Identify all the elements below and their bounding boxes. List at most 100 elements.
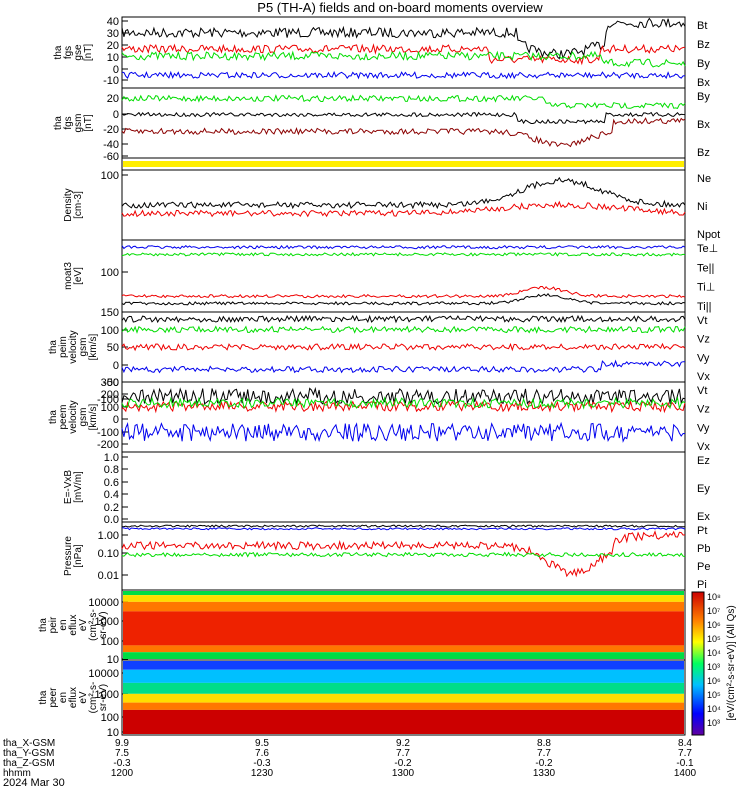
y-axis-label-line: [nT] bbox=[83, 44, 94, 61]
y-tick-label: -20 bbox=[103, 124, 119, 136]
y-axis-label-line: tha bbox=[53, 116, 64, 130]
y-tick-label: 20 bbox=[107, 93, 119, 105]
panel-peer-spectrogram: 10000 1000 100 10 tha peer en eflux eV (cm²-s-sr-… bbox=[38, 659, 686, 739]
trace-black bbox=[121, 17, 686, 60]
legend-Vx: Vx bbox=[697, 441, 710, 453]
x-row-value: 1400 bbox=[674, 768, 697, 779]
legend-Te||: Te|| bbox=[697, 262, 714, 274]
legend-Ti||: Ti|| bbox=[697, 301, 711, 313]
y-axis-label-line: moat3 bbox=[63, 262, 74, 290]
y-tick-label: 200 bbox=[101, 389, 119, 401]
x-row-value: -0.2 bbox=[394, 758, 412, 769]
y-tick-label: 100 bbox=[101, 712, 119, 724]
date-label: 2024 Mar 30 bbox=[3, 777, 65, 789]
y-axis-label-line: [cm-3] bbox=[73, 191, 84, 219]
y-axis-label-line: tha bbox=[38, 690, 49, 704]
trace-blue bbox=[121, 244, 686, 250]
y-axis-label: tha peim velocity gsm [km/s] bbox=[48, 330, 99, 363]
y-tick-label: 100 bbox=[101, 170, 119, 182]
x-row-value: -0.3 bbox=[253, 758, 271, 769]
y-axis-label: tha fgs gse [nT] bbox=[53, 44, 94, 61]
y-tick-label: 10 bbox=[107, 52, 119, 64]
y-axis-label-line: en bbox=[58, 692, 69, 703]
trace-red bbox=[121, 530, 686, 578]
trace-green bbox=[121, 396, 686, 410]
y-axis-label-line: gsm bbox=[78, 408, 89, 427]
y-axis-label-line: tha bbox=[38, 618, 49, 632]
legend-Vz: Vz bbox=[697, 334, 710, 346]
y-tick-label: 10000 bbox=[88, 668, 119, 680]
legend-Bx: Bx bbox=[697, 119, 710, 131]
y-axis-label-line: [mV/m] bbox=[73, 471, 84, 503]
y-axis-label: tha fgs gsm [nT] bbox=[53, 114, 94, 133]
y-axis-label-line: peim bbox=[58, 336, 69, 358]
spectrogram-band bbox=[123, 591, 684, 596]
legend-Bz: Bz bbox=[697, 39, 710, 51]
colorbar-label: [eV/(cm²-s-sr-eV)] (All Qs) bbox=[726, 605, 737, 721]
colorbar-tick-label: 10⁸ bbox=[707, 592, 721, 602]
panel-temperature: 100 moat3 [eV] Te⊥ Te|| Ti⊥ Ti|| bbox=[63, 239, 718, 313]
y-axis-label-line: (cm²-s- bbox=[88, 682, 99, 714]
y-axis-label-line: tha bbox=[48, 410, 59, 424]
x-row-value: 9.5 bbox=[255, 738, 269, 749]
y-axis-label-line: velocity bbox=[68, 400, 79, 433]
y-axis-label-line: sr-eV) bbox=[98, 684, 109, 711]
y-axis-label-line: [nPa] bbox=[73, 544, 84, 568]
y-axis-label-line: eV bbox=[78, 691, 89, 704]
x-axis-ephemeris: tha_X-GSM 9.9 9.5 9.2 8.8 8.4 tha_Y-GSM 7.5 7.6 7… bbox=[3, 738, 697, 779]
legend-Vy: Vy bbox=[697, 422, 710, 434]
y-tick-label: -60 bbox=[103, 151, 119, 163]
y-axis-label-line: fgs bbox=[63, 46, 74, 59]
spectrogram-band bbox=[123, 693, 684, 703]
y-axis-label-line: eflux bbox=[68, 687, 79, 708]
trace-black bbox=[121, 386, 686, 406]
y-tick-label: 50 bbox=[107, 342, 119, 354]
y-tick-label: 0.8 bbox=[104, 464, 119, 476]
spectrogram-band bbox=[123, 669, 684, 683]
y-tick-label: 0 bbox=[113, 109, 119, 121]
panel-pressure: 1.00 0.10 0.01 Pressure [nPa] Pt Pb Pe Pi bbox=[63, 521, 710, 591]
y-tick-label: 100 bbox=[101, 636, 119, 648]
y-tick-label: 0 bbox=[113, 414, 119, 426]
x-row-value: 1300 bbox=[392, 768, 415, 779]
y-axis-label-line: peem bbox=[58, 404, 69, 429]
y-axis-label-line: [eV] bbox=[73, 267, 84, 285]
y-tick-label: -100 bbox=[97, 427, 119, 439]
trace-black bbox=[121, 111, 686, 125]
spectrogram-band bbox=[123, 601, 684, 612]
y-tick-label: 1000 bbox=[95, 689, 119, 701]
x-row-value: -0.2 bbox=[535, 758, 553, 769]
panel-peim-velocity: 150 100 50 0 -50 -100 tha peim velocity gsm [km/s]… bbox=[48, 307, 710, 406]
legend-Te⊥: Te⊥ bbox=[697, 243, 718, 255]
trace-red bbox=[121, 342, 686, 352]
y-tick-label: 0.01 bbox=[98, 570, 119, 582]
x-row-value: 8.4 bbox=[678, 738, 692, 749]
y-tick-label: 1000 bbox=[95, 616, 119, 628]
y-axis-label: Pressure [nPa] bbox=[63, 536, 84, 576]
trace-black bbox=[121, 524, 685, 528]
x-row-label: hhmm bbox=[3, 768, 31, 779]
x-row-value: 7.7 bbox=[537, 748, 551, 759]
x-row-value: -0.1 bbox=[676, 758, 694, 769]
legend-Ex: Ex bbox=[697, 511, 710, 523]
trace-black bbox=[121, 176, 686, 210]
y-axis-label-line: peir bbox=[48, 616, 59, 633]
legend-Pe: Pe bbox=[697, 561, 710, 573]
y-axis-label-line: (cm²-s- bbox=[88, 609, 99, 641]
y-axis-label-line: gsm bbox=[73, 114, 84, 133]
colorbar-tick-label: 10⁶ bbox=[707, 620, 721, 630]
y-tick-label: 0 bbox=[113, 360, 119, 372]
trace-red bbox=[121, 286, 686, 299]
trace-red bbox=[121, 200, 686, 218]
y-tick-label: 40 bbox=[107, 16, 119, 28]
x-row-value: 1330 bbox=[533, 768, 556, 779]
y-tick-label: 0.2 bbox=[104, 502, 119, 514]
figure-title: P5 (TH-A) fields and on-board moments ov… bbox=[257, 0, 543, 15]
legend-Ne: Ne bbox=[697, 173, 711, 185]
trace-green bbox=[121, 94, 686, 109]
y-tick-label: -100 bbox=[97, 394, 119, 406]
y-axis-label: E=-VxB [mV/m] bbox=[63, 470, 84, 505]
y-tick-label: 0.0 bbox=[104, 514, 119, 526]
